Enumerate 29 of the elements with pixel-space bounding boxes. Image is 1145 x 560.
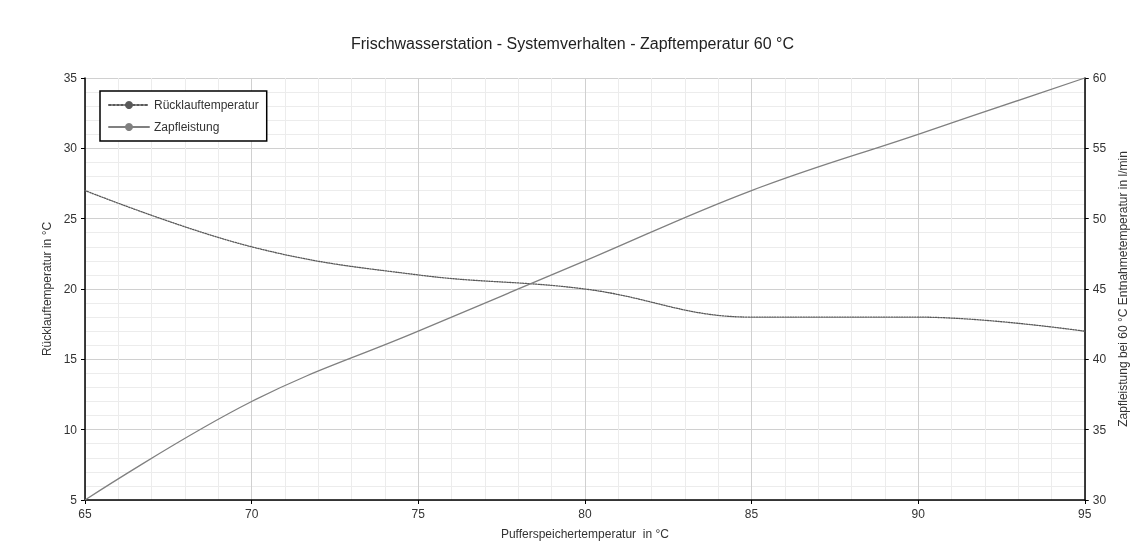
y2-tick-label: 35 — [1092, 422, 1107, 437]
y2-tick-label: 30 — [1092, 493, 1107, 507]
x-axis-title: Pufferspeichertemperatur in °C — [500, 527, 670, 541]
y2-tick-label: 50 — [1092, 211, 1107, 226]
legend-label: Rücklauftemperatur — [154, 98, 259, 112]
y-tick-label: 30 — [63, 141, 78, 156]
x-tick-label: 95 — [1078, 507, 1092, 521]
y-tick-label: 20 — [63, 282, 78, 296]
chart-title: Frischwasserstation - Systemverhalten - Zapftemperatur 60 °C — [351, 34, 794, 52]
x-tick-label: 70 — [244, 507, 259, 521]
y2-tick-label: 45 — [1092, 282, 1107, 296]
legend-label: Zapfleistung — [154, 120, 220, 134]
line-series — [84, 189, 1086, 332]
x-tick-label: 90 — [911, 507, 926, 521]
y2-tick-label: 40 — [1092, 352, 1107, 367]
y2-tick-label: 55 — [1092, 141, 1107, 156]
y-axis-title: Rücklauftemperatur in °C — [39, 221, 54, 357]
y-tick-label: 35 — [63, 71, 78, 85]
line-series — [84, 77, 1086, 501]
x-tick-label: 65 — [78, 507, 92, 521]
y2-tick-label: 60 — [1092, 71, 1107, 85]
y-tick-label: 10 — [63, 422, 78, 437]
y2-axis-title: Zapfleistung bei 60 °C Entnahmetemperatur in l/min — [1116, 151, 1130, 427]
y-tick-label: 5 — [70, 493, 78, 507]
x-tick-label: 85 — [744, 507, 759, 521]
x-tick-label: 80 — [578, 507, 592, 521]
y-tick-label: 25 — [63, 211, 78, 226]
x-tick-label: 75 — [411, 507, 426, 521]
y-tick-label: 15 — [63, 352, 78, 367]
